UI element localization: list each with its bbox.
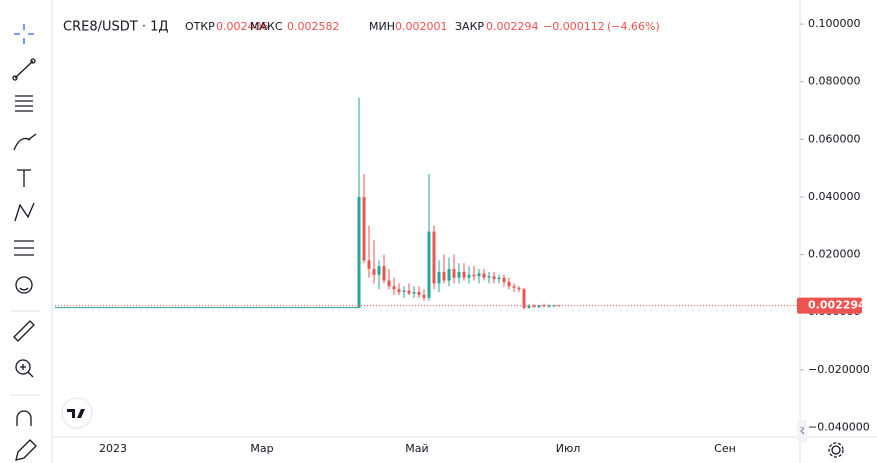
candle-body — [397, 289, 401, 293]
candle-body — [502, 277, 506, 282]
candle-body — [547, 305, 551, 307]
candle-body — [482, 273, 486, 278]
low-label: МИН — [369, 20, 395, 33]
prediction-tool[interactable] — [14, 240, 34, 256]
settings-button[interactable] — [828, 442, 844, 458]
candle-body — [532, 305, 536, 308]
candle-body — [377, 266, 381, 275]
candle-body — [457, 271, 461, 278]
trend-line-tool[interactable] — [12, 58, 36, 81]
candle-body — [477, 273, 481, 277]
candle-body — [522, 289, 526, 308]
symbol: CRE8/USDT · 1Д — [63, 20, 169, 35]
x-tick-label: Май — [405, 442, 428, 455]
close-label: ЗАКР — [455, 20, 484, 33]
candle-body — [357, 196, 361, 308]
zoom-tool[interactable] — [15, 359, 34, 378]
y-tick-label: 0.100000 — [808, 17, 861, 30]
y-tick-label: 0.020000 — [808, 248, 861, 261]
open-label: ОТКР — [185, 20, 215, 33]
crosshair-tool[interactable] — [14, 24, 34, 44]
x-tick-label: Сен — [714, 442, 736, 455]
x-tick-label: Июл — [556, 442, 581, 455]
y-tick-label: 0.060000 — [808, 132, 861, 145]
candle-body — [452, 269, 456, 278]
candle-body — [527, 305, 531, 308]
text-tool[interactable] — [17, 169, 31, 187]
candle-body — [412, 292, 416, 294]
candle-body — [432, 231, 436, 284]
last-price-box — [797, 297, 862, 314]
x-tick-label: Мар — [250, 442, 273, 455]
tv-logo[interactable] — [61, 397, 93, 429]
candle-body — [362, 196, 366, 261]
brush-tool[interactable] — [13, 133, 37, 151]
candle-body — [537, 305, 541, 308]
candle-body — [487, 276, 491, 278]
ruler-tool[interactable] — [13, 320, 35, 342]
emoji-tool[interactable] — [15, 276, 33, 294]
fib-tool[interactable] — [15, 95, 33, 112]
candle-body — [372, 269, 376, 275]
candle-body — [462, 271, 466, 278]
magnet-tool[interactable] — [16, 410, 32, 426]
x-tick-label: 2023 — [99, 442, 127, 455]
open-value: 0.002406 — [216, 20, 269, 33]
toolbar — [10, 0, 53, 463]
y-tick-label: −0.040000 — [808, 420, 870, 433]
high-value: 0.002582 — [287, 20, 340, 33]
y-tick-label: −0.020000 — [808, 363, 870, 376]
candle-body — [437, 271, 441, 284]
candle-body — [517, 287, 521, 290]
candle-body — [472, 274, 476, 277]
change-percent: (−4.66%) — [607, 20, 660, 33]
candle-body — [382, 266, 386, 281]
change-value: −0.000112 — [543, 20, 605, 33]
pencil-lock-tool[interactable] — [15, 439, 37, 461]
pattern-tool[interactable] — [14, 202, 35, 222]
candle-body — [367, 260, 371, 270]
y-tick-label: 0.040000 — [808, 190, 861, 203]
close-value: 0.002294 — [486, 20, 539, 33]
candle-body — [402, 290, 406, 293]
candle-body — [427, 231, 431, 298]
y-tick-label: 0.080000 — [808, 75, 861, 88]
candle-body — [442, 271, 446, 281]
candle-body — [387, 280, 391, 287]
high-label: МАКС — [250, 20, 283, 33]
last-price-label: 0.002294 — [808, 299, 866, 312]
candle-body — [407, 290, 411, 294]
candle-body — [512, 286, 516, 288]
candle-body — [447, 269, 451, 281]
candle-body — [422, 294, 426, 298]
candle-body — [497, 277, 501, 280]
candle-body — [392, 286, 396, 290]
scroll-button[interactable] — [797, 420, 807, 442]
candle-body — [492, 276, 496, 280]
legend-header: CRE8/USDT · 1Д ОТКР 0.002406 МАКС 0.0025… — [63, 20, 660, 35]
candle-body — [507, 281, 511, 287]
low-value: 0.002001 — [395, 20, 448, 33]
candle-body — [417, 292, 421, 295]
candle-body — [467, 274, 471, 278]
